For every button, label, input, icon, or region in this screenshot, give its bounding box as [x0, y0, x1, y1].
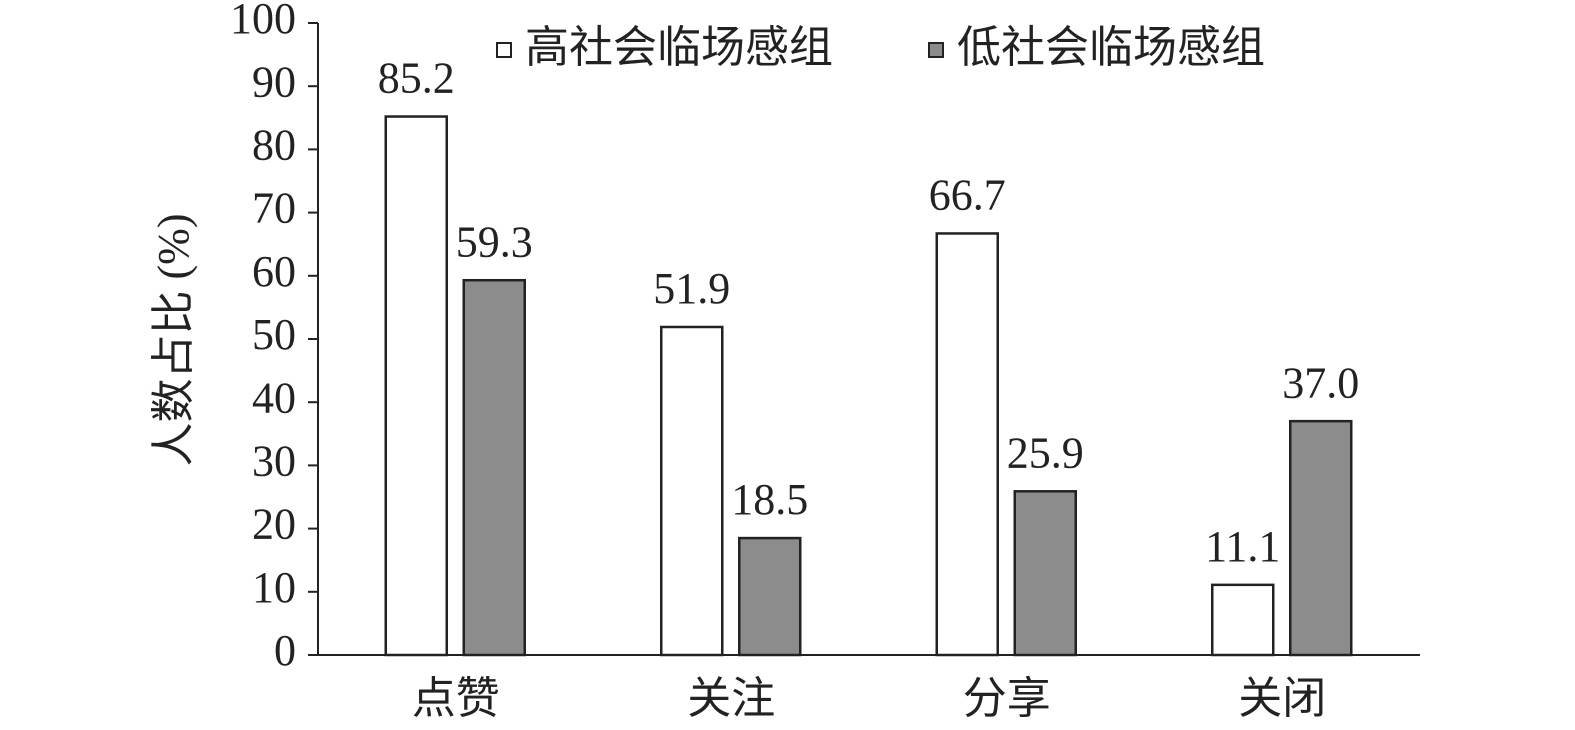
legend-swatch: [496, 42, 512, 58]
legend-swatch: [928, 42, 944, 58]
y-tick-label: 10: [252, 563, 296, 612]
value-label: 66.7: [929, 171, 1006, 220]
y-tick-label: 20: [252, 500, 296, 549]
y-tick-label: 40: [252, 373, 296, 422]
bar: [1211, 583, 1275, 657]
y-tick-label: 30: [252, 436, 296, 485]
y-tick-label: 90: [252, 57, 296, 106]
y-tick-label: 80: [252, 120, 296, 169]
y-tick-label: 100: [230, 0, 296, 43]
value-label: 25.9: [1007, 428, 1084, 477]
y-axis-label: 人数占比 (%): [149, 214, 198, 467]
value-label: 85.2: [378, 54, 455, 103]
value-label: 18.5: [731, 475, 808, 524]
y-tick-label: 70: [252, 184, 296, 233]
x-tick-label: 关注: [687, 674, 775, 723]
value-label: 11.1: [1205, 522, 1280, 571]
legend-label: 低社会临场感组: [957, 23, 1265, 72]
value-label: 51.9: [653, 264, 730, 313]
bar: [384, 115, 448, 657]
value-label: 37.0: [1282, 358, 1359, 407]
x-tick-label: 点赞: [412, 674, 500, 723]
value-label: 59.3: [456, 217, 533, 266]
bar: [660, 325, 724, 657]
x-tick-label: 分享: [963, 674, 1051, 723]
x-tick-label: 关闭: [1238, 674, 1326, 723]
y-tick-label: 60: [252, 247, 296, 296]
bar: [935, 232, 999, 657]
bar: [1013, 490, 1077, 657]
y-tick-label: 50: [252, 310, 296, 359]
bar: [1289, 419, 1353, 657]
bar: [462, 278, 526, 657]
legend-label: 高社会临场感组: [525, 23, 833, 72]
y-tick-label: 0: [274, 626, 296, 675]
bar: [738, 536, 802, 657]
